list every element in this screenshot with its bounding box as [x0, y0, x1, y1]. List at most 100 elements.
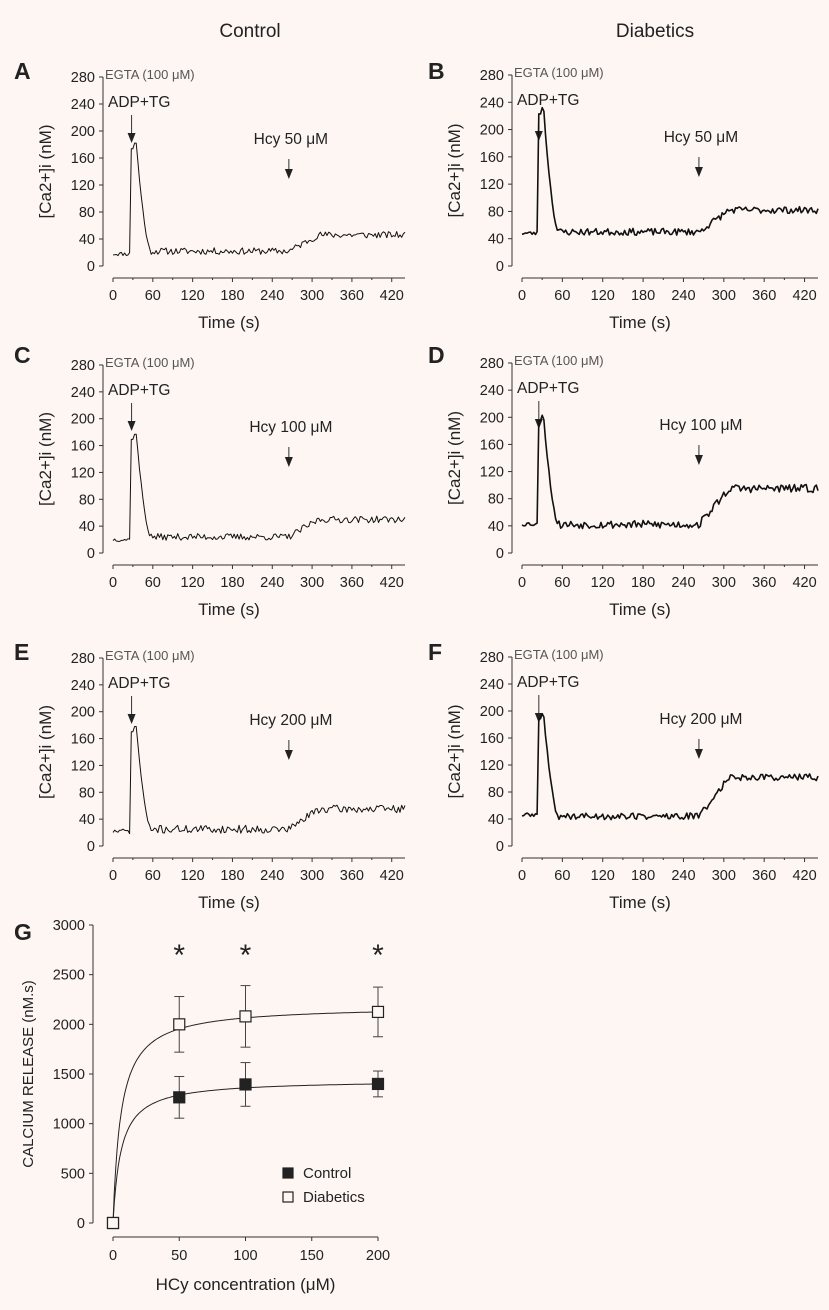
y-tick-label: 3000	[53, 918, 85, 934]
significance-asterisk: *	[173, 939, 185, 972]
agent-label: ADP+TG	[517, 380, 579, 397]
y-tick-label: 1500	[53, 1067, 85, 1083]
x-tick-label: 420	[380, 288, 404, 304]
calcium-trace	[112, 433, 406, 542]
control-marker	[371, 1077, 385, 1091]
x-tick-label: 60	[145, 288, 161, 304]
y-tick-label: 0	[87, 839, 95, 855]
agent-label: ADP+TG	[108, 675, 170, 692]
y-tick-label: 0	[496, 839, 504, 855]
calcium-trace	[112, 142, 406, 257]
panel-letter: E	[14, 639, 29, 665]
x-tick-label: 240	[260, 288, 284, 304]
x-tick-label: 300	[300, 575, 324, 591]
x-tick-label: 240	[260, 575, 284, 591]
y-tick-label: 0	[87, 259, 95, 275]
panel-letter: C	[14, 342, 31, 368]
significance-asterisk: *	[372, 939, 384, 972]
y-tick-label: 40	[488, 232, 504, 248]
x-axis-label: HCy concentration (μM)	[156, 1275, 336, 1294]
y-tick-label: 80	[488, 492, 504, 508]
hcy-arrowhead	[284, 457, 293, 467]
panel-letter: G	[14, 919, 32, 945]
column-title-diabetics: Diabetics	[616, 21, 694, 42]
hcy-arrowhead	[694, 455, 703, 465]
y-tick-label: 240	[71, 678, 95, 694]
y-tick-label: 40	[79, 519, 95, 535]
y-tick-label: 240	[480, 95, 504, 111]
y-tick-label: 280	[480, 650, 504, 666]
x-tick-label: 180	[220, 288, 244, 304]
column-title-control: Control	[219, 21, 280, 42]
y-tick-label: 120	[480, 465, 504, 481]
y-tick-label: 80	[79, 785, 95, 801]
panel-c: C 0 40 80 120 160 200 240 280 0 60 120 180 240 300 360 4…	[14, 342, 406, 619]
x-tick-label: 120	[181, 868, 205, 884]
x-tick-label: 180	[220, 575, 244, 591]
control-marker	[239, 1078, 252, 1091]
y-axis-label: [Ca2+]i (nM)	[36, 125, 55, 219]
y-tick-label: 280	[71, 70, 95, 86]
y-tick-label: 240	[480, 383, 504, 399]
y-tick-label: 120	[480, 758, 504, 774]
y-tick-label: 120	[71, 758, 95, 774]
significance-asterisk: *	[240, 939, 252, 972]
x-axis-label: Time (s)	[198, 893, 260, 912]
legend-label: Control	[303, 1165, 351, 1182]
x-tick-label: 50	[171, 1248, 187, 1264]
x-tick-label: 420	[792, 575, 816, 591]
y-tick-label: 120	[480, 177, 504, 193]
y-tick-label: 0	[77, 1216, 85, 1232]
calcium-trace	[521, 712, 819, 821]
x-tick-label: 240	[671, 868, 695, 884]
x-tick-label: 180	[631, 868, 655, 884]
egta-label: EGTA (100 μM)	[514, 353, 604, 368]
x-axis-label: Time (s)	[609, 600, 671, 619]
x-tick-label: 60	[145, 868, 161, 884]
legend-label: Diabetics	[303, 1189, 365, 1206]
y-tick-label: 280	[480, 356, 504, 372]
x-axis-label: Time (s)	[609, 893, 671, 912]
x-tick-label: 0	[518, 868, 526, 884]
y-axis-label: [Ca2+]i (nM)	[445, 124, 464, 218]
x-tick-label: 0	[518, 288, 526, 304]
panel-letter: D	[428, 342, 445, 368]
y-axis-label: [Ca2+]i (nM)	[445, 705, 464, 799]
x-tick-label: 0	[518, 575, 526, 591]
y-tick-label: 40	[79, 812, 95, 828]
panel-b: B 0 40 80 120 160 200 240 280 0 60 120 180 240 300 360 4…	[428, 58, 819, 332]
y-tick-label: 500	[61, 1166, 85, 1182]
legend-marker	[282, 1191, 294, 1203]
hcy-label: Hcy 100 μM	[249, 419, 332, 436]
x-tick-label: 120	[591, 868, 615, 884]
x-tick-label: 180	[220, 868, 244, 884]
x-tick-label: 0	[109, 1248, 117, 1264]
x-axis-label: Time (s)	[609, 313, 671, 332]
x-tick-label: 180	[631, 288, 655, 304]
x-tick-label: 300	[712, 288, 736, 304]
hcy-label: Hcy 50 μM	[664, 129, 738, 146]
panel-letter: F	[428, 639, 442, 665]
y-tick-label: 80	[488, 785, 504, 801]
y-tick-label: 0	[87, 546, 95, 562]
hcy-label: Hcy 200 μM	[659, 711, 742, 728]
x-tick-label: 360	[752, 868, 776, 884]
x-tick-label: 360	[340, 288, 364, 304]
egta-label: EGTA (100 μM)	[105, 67, 195, 82]
y-tick-label: 40	[79, 232, 95, 248]
x-tick-label: 180	[631, 575, 655, 591]
x-tick-label: 60	[554, 288, 570, 304]
panel-a: A 0 40 80 120 160 200 240 280 0 60 120 180 240 300 360 4…	[14, 58, 406, 332]
y-tick-label: 160	[71, 439, 95, 455]
x-tick-label: 420	[792, 868, 816, 884]
y-axis-label: [Ca2+]i (nM)	[445, 411, 464, 505]
calcium-trace	[521, 106, 819, 236]
y-tick-label: 0	[496, 259, 504, 275]
panel-f: F 0 40 80 120 160 200 240 280 0 60 120 180 240 300 360 4…	[428, 639, 819, 912]
y-tick-label: 200	[480, 704, 504, 720]
x-tick-label: 120	[591, 575, 615, 591]
calcium-trace	[112, 726, 406, 835]
hcy-label: Hcy 50 μM	[254, 131, 328, 148]
y-tick-label: 40	[488, 812, 504, 828]
y-tick-label: 160	[480, 731, 504, 747]
